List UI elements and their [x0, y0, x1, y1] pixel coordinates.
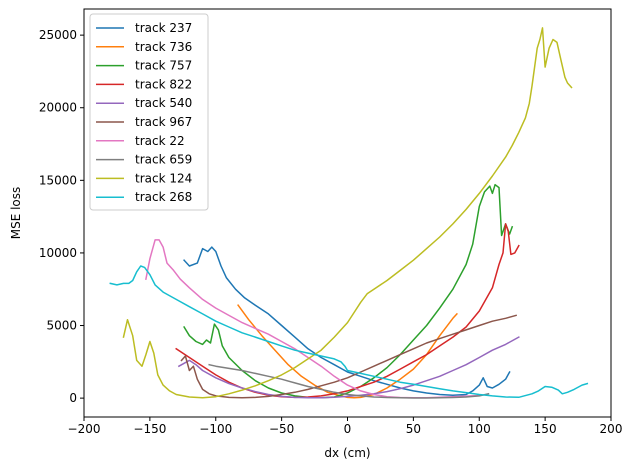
- legend-label: track 659: [135, 153, 192, 167]
- x-tick-label: −100: [199, 422, 232, 436]
- legend-label: track 967: [135, 115, 192, 129]
- x-axis-ticks: −200 −150 −100 −50 0 50 100 150 200: [68, 417, 623, 436]
- x-tick-label: −200: [68, 422, 101, 436]
- series-line-track-659: [208, 363, 490, 399]
- legend-label: track 237: [135, 21, 192, 35]
- legend-label: track 736: [135, 40, 192, 54]
- x-tick-label: 50: [406, 422, 421, 436]
- legend-label: track 822: [135, 77, 192, 91]
- series-line-track-736: [237, 304, 458, 399]
- legend-label: track 268: [135, 190, 192, 204]
- x-tick-label: 200: [600, 422, 623, 436]
- y-tick-label: 0: [69, 391, 77, 405]
- series-line-track-268: [109, 265, 589, 399]
- series-line-track-967: [180, 314, 518, 399]
- legend-box: [89, 13, 209, 211]
- legend-label: track 22: [135, 134, 185, 148]
- legend-label: track 124: [135, 171, 192, 185]
- legend-label: track 757: [135, 59, 192, 73]
- legend: track 237 track 736 track 757 track 822 trac…: [89, 13, 209, 211]
- x-tick-label: −150: [133, 422, 166, 436]
- y-tick-label: 15000: [39, 173, 77, 187]
- y-axis-label: MSE loss: [9, 187, 23, 240]
- y-tick-label: 5000: [46, 319, 77, 333]
- x-tick-label: −50: [269, 422, 294, 436]
- x-tick-label: 0: [344, 422, 352, 436]
- x-tick-label: 100: [468, 422, 491, 436]
- series-line-track-124: [122, 27, 573, 399]
- plot-lines: [109, 27, 589, 399]
- y-tick-label: 25000: [39, 28, 77, 42]
- x-axis-label: dx (cm): [324, 446, 370, 460]
- series-line-track-540: [177, 336, 520, 399]
- y-tick-label: 20000: [39, 101, 77, 115]
- y-axis-ticks: 0 5000 10000 15000 20000 25000: [39, 28, 84, 405]
- x-tick-label: 150: [534, 422, 557, 436]
- y-tick-label: 10000: [39, 246, 77, 260]
- series-line-track-237: [183, 246, 511, 396]
- legend-label: track 540: [135, 96, 192, 110]
